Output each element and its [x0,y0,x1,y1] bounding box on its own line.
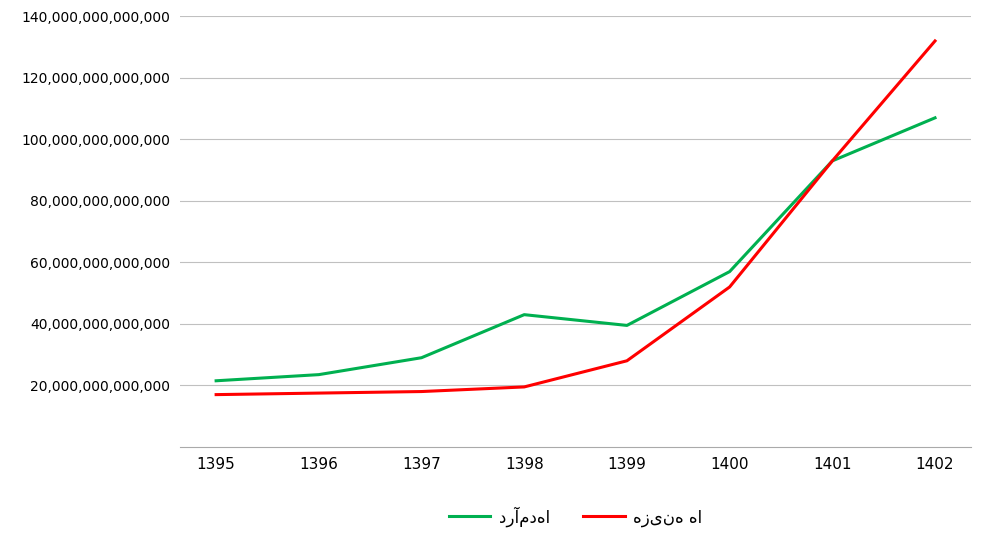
هزینه ها [826,158,838,164]
هزینه ها [313,390,325,396]
Line: هزینه ها: هزینه ها [216,41,935,395]
درآمدها [519,311,531,318]
هزینه ها [519,384,531,390]
هزینه ها [724,284,736,290]
هزینه ها [621,358,633,364]
Legend: درآمدها, هزینه ها: درآمدها, هزینه ها [442,499,709,534]
درآمدها [724,268,736,275]
درآمدها [929,114,941,121]
درآمدها [313,371,325,378]
هزینه ها [210,391,222,398]
درآمدها [210,378,222,384]
درآمدها [621,322,633,329]
هزینه ها [929,38,941,44]
هزینه ها [415,388,427,395]
درآمدها [415,354,427,361]
Line: درآمدها: درآمدها [216,118,935,381]
درآمدها [826,158,838,164]
